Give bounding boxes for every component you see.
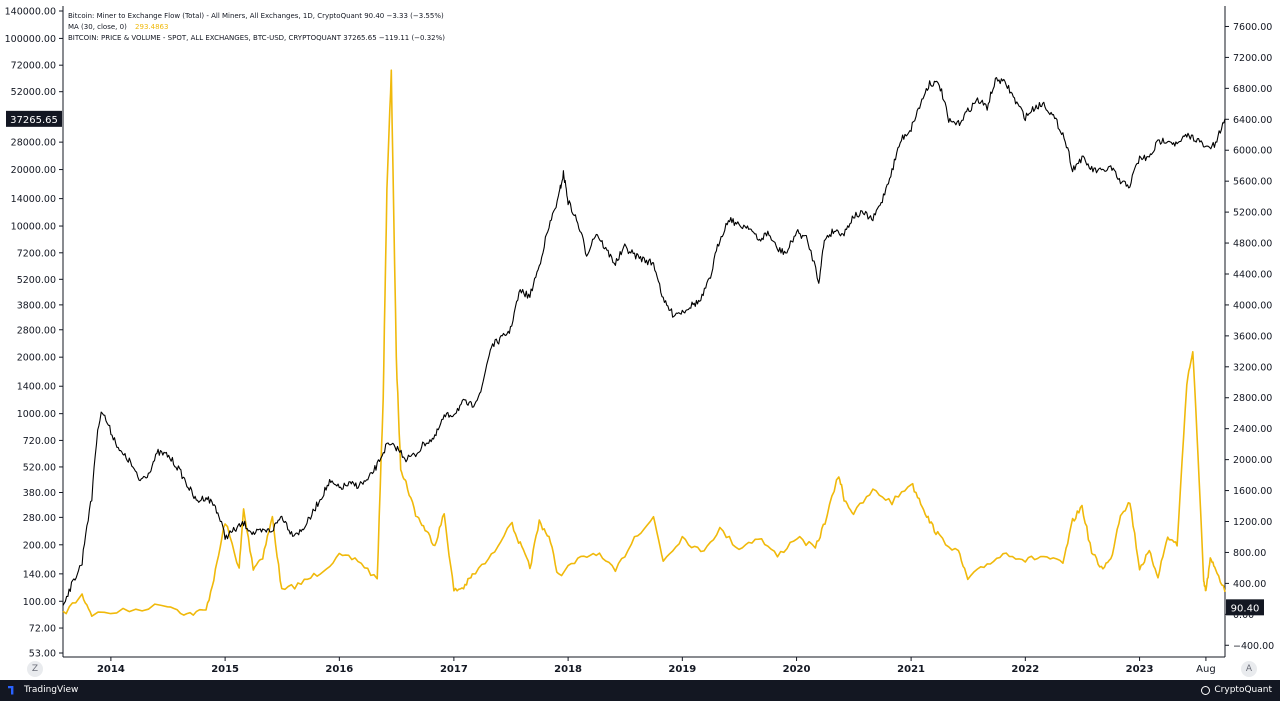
right-tick-label: 4800.00 bbox=[1233, 239, 1272, 250]
left-tick-label: 140.00 bbox=[23, 569, 56, 580]
left-tick-label: 100000.00 bbox=[5, 34, 56, 45]
chart-canvas: 140000.00 100000.00 72000.00 52000.00 28000.… bbox=[4, 6, 1275, 675]
cryptoquant-logo-icon bbox=[1201, 685, 1211, 695]
cryptoquant-brand-label: CryptoQuant bbox=[1214, 685, 1272, 695]
left-tick-label: 2000.00 bbox=[17, 353, 56, 364]
x-tick-label: Aug bbox=[1196, 664, 1216, 675]
right-tick-label: 5600.00 bbox=[1233, 177, 1272, 188]
left-tick-label: 140000.00 bbox=[5, 7, 56, 18]
left-tick-label: 720.00 bbox=[23, 436, 56, 447]
right-tick-label: 2000.00 bbox=[1233, 455, 1272, 466]
x-tick-label: 2022 bbox=[1011, 664, 1039, 675]
left-tick-label: 14000.00 bbox=[11, 194, 56, 205]
log-scale-toggle-button[interactable]: Z bbox=[27, 661, 43, 677]
legend-line-ma: MA (30, close, 0) 293.4863 bbox=[68, 22, 445, 33]
x-tick-label: 2016 bbox=[325, 664, 353, 675]
x-tick-label: 2018 bbox=[554, 664, 582, 675]
x-tick-label: 2023 bbox=[1126, 664, 1154, 675]
right-tick-label: 5200.00 bbox=[1233, 208, 1272, 219]
right-tick-label: 1600.00 bbox=[1233, 486, 1272, 497]
x-tick-label: 2021 bbox=[897, 664, 925, 675]
btc-price-line[interactable] bbox=[62, 77, 1226, 606]
left-tick-label: 10000.00 bbox=[11, 222, 56, 233]
legend-line-flow: Bitcoin: Miner to Exchange Flow (Total) … bbox=[68, 12, 444, 20]
left-tick-label: 280.00 bbox=[23, 513, 56, 524]
left-tick-label: 72.00 bbox=[29, 624, 56, 635]
right-tick-label: 4400.00 bbox=[1233, 269, 1272, 280]
left-tick-label: 380.00 bbox=[23, 488, 56, 499]
left-tick-label: 53.00 bbox=[29, 649, 56, 660]
left-tick-label: 72000.00 bbox=[11, 61, 56, 72]
left-tick-label: 200.00 bbox=[23, 540, 56, 551]
left-tick-label: 52000.00 bbox=[11, 87, 56, 98]
plot-area[interactable] bbox=[62, 6, 1226, 658]
right-tick-label: 800.00 bbox=[1233, 548, 1266, 559]
right-tick-label: 6800.00 bbox=[1233, 84, 1272, 95]
right-tick-label: 7600.00 bbox=[1233, 22, 1272, 33]
left-tick-label: 100.00 bbox=[23, 597, 56, 608]
left-tick-label: 5200.00 bbox=[17, 275, 56, 286]
x-tick-label: 2017 bbox=[440, 664, 468, 675]
left-tick-label: 20000.00 bbox=[11, 165, 56, 176]
flow-ma-line[interactable] bbox=[62, 69, 1226, 618]
tradingview-logo-icon bbox=[8, 685, 14, 695]
left-tick-label: 520.00 bbox=[23, 462, 56, 473]
footer-bar: TradingView CryptoQuant bbox=[0, 680, 1280, 701]
left-price-axis[interactable]: 140000.00 100000.00 72000.00 52000.00 28000.… bbox=[5, 7, 63, 660]
x-tick-label: 2020 bbox=[783, 664, 811, 675]
legend-ma-value: 293.4863 bbox=[135, 23, 169, 31]
x-tick-label: 2015 bbox=[211, 664, 239, 675]
legend-line-price: BITCOIN: PRICE & VOLUME - SPOT, ALL EXCH… bbox=[68, 34, 446, 42]
left-tick-label: 1400.00 bbox=[17, 382, 56, 393]
left-tick-label: 7200.00 bbox=[17, 248, 56, 259]
right-tick-label: 3600.00 bbox=[1233, 331, 1272, 342]
price-last-badge bbox=[6, 110, 62, 127]
right-tick-label: 3200.00 bbox=[1233, 362, 1272, 373]
right-tick-label: 400.00 bbox=[1233, 579, 1266, 590]
left-tick-label: 28000.00 bbox=[11, 138, 56, 149]
last-value-badges: 37265.65 90.40 bbox=[6, 110, 1264, 616]
right-tick-label: 6400.00 bbox=[1233, 115, 1272, 126]
right-tick-label: 2800.00 bbox=[1233, 393, 1272, 404]
right-tick-label: −400.00 bbox=[1233, 641, 1274, 652]
right-tick-label: 7200.00 bbox=[1233, 53, 1272, 64]
flow-last-badge-label: 90.40 bbox=[1231, 603, 1260, 614]
right-flow-axis[interactable]: 7600.00 7200.00 6800.00 6400.00 6000.00 5600.… bbox=[1225, 22, 1274, 652]
left-tick-label: 1000.00 bbox=[17, 409, 56, 420]
right-tick-label: 2400.00 bbox=[1233, 424, 1272, 435]
price-last-badge-label: 37265.65 bbox=[10, 115, 58, 126]
left-tick-label: 3800.00 bbox=[17, 300, 56, 311]
tradingview-brand-label: TradingView bbox=[24, 685, 79, 695]
tradingview-brand[interactable]: TradingView bbox=[8, 685, 78, 695]
left-tick-label: 2800.00 bbox=[17, 325, 56, 336]
auto-scale-toggle-button[interactable]: A bbox=[1241, 661, 1257, 677]
x-tick-label: 2019 bbox=[668, 664, 696, 675]
right-tick-label: 1200.00 bbox=[1233, 517, 1272, 528]
right-tick-label: 6000.00 bbox=[1233, 146, 1272, 157]
time-axis[interactable]: 2014 2015 2016 2017 2018 2019 2020 2021 2022 2023… bbox=[97, 657, 1216, 675]
chart-legend: Bitcoin: Miner to Exchange Flow (Total) … bbox=[68, 11, 445, 44]
flow-last-badge bbox=[1226, 599, 1264, 616]
legend-ma-label: MA (30, close, 0) bbox=[68, 23, 127, 31]
cryptoquant-brand[interactable]: CryptoQuant bbox=[1201, 685, 1272, 695]
x-tick-label: 2014 bbox=[97, 664, 125, 675]
right-tick-label: 4000.00 bbox=[1233, 300, 1272, 311]
